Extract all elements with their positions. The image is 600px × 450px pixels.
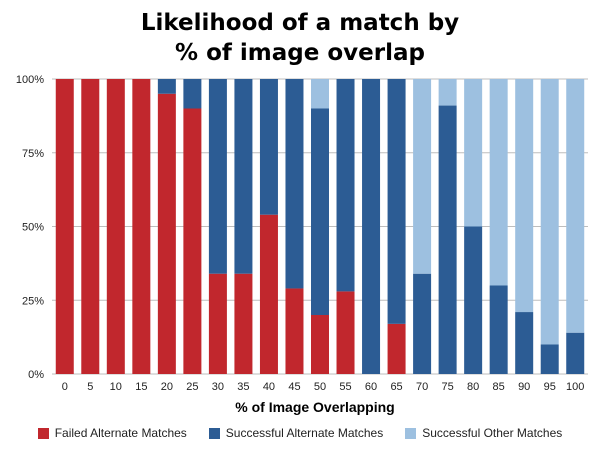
legend-item-successful-alternate: Successful Alternate Matches xyxy=(208,426,384,440)
y-axis-ticks: 0% 25% 50% 75% 100% xyxy=(16,74,44,381)
x-tick-label: 90 xyxy=(518,381,530,393)
x-tick-label: 60 xyxy=(365,381,377,393)
bar-segment-series-1-cat-60 xyxy=(362,79,381,374)
chart-title: Likelihood of a match by % of image over… xyxy=(0,8,600,68)
x-tick-label: 45 xyxy=(288,381,300,393)
bar-segment-series-0-cat-25 xyxy=(183,108,202,374)
bar-segment-series-1-cat-75 xyxy=(438,105,457,375)
bar-segment-series-0-cat-0 xyxy=(55,79,74,374)
legend-swatch-successful-alternate xyxy=(208,427,220,439)
legend-label-failed-alternate: Failed Alternate Matches xyxy=(54,426,187,440)
x-tick-label: 20 xyxy=(161,381,173,393)
legend: Failed Alternate Matches Successful Alte… xyxy=(0,426,600,440)
x-tick-label: 15 xyxy=(135,381,147,393)
bar-segment-series-1-cat-85 xyxy=(489,285,508,374)
bar-segment-series-2-cat-75 xyxy=(438,79,457,106)
x-tick-label: 85 xyxy=(493,381,505,393)
bar-segment-series-0-cat-10 xyxy=(106,79,125,374)
x-tick-label: 75 xyxy=(441,381,453,393)
chart-title-line-1: Likelihood of a match by xyxy=(140,10,460,36)
bar-segment-series-2-cat-95 xyxy=(540,79,559,345)
x-tick-label: 0 xyxy=(62,381,68,393)
x-tick-label: 70 xyxy=(416,381,428,393)
x-tick-label: 100 xyxy=(566,381,584,393)
bar-segment-series-0-cat-50 xyxy=(311,315,329,374)
x-axis-label: % of Image Overlapping xyxy=(235,399,394,415)
x-tick-label: 50 xyxy=(314,381,326,393)
x-tick-label: 55 xyxy=(339,381,351,393)
y-tick-label: 50% xyxy=(22,222,44,234)
x-tick-label: 95 xyxy=(544,381,556,393)
x-tick-label: 30 xyxy=(212,381,224,393)
legend-swatch-failed-alternate xyxy=(37,427,49,439)
bar-segment-series-1-cat-35 xyxy=(234,79,253,274)
bars-layer xyxy=(55,79,585,375)
bar-segment-series-2-cat-90 xyxy=(515,79,534,313)
bar-segment-series-1-cat-25 xyxy=(183,79,202,109)
y-tick-label: 75% xyxy=(22,148,44,160)
bar-segment-series-0-cat-35 xyxy=(234,273,253,374)
bar-segment-series-1-cat-45 xyxy=(285,79,304,289)
x-tick-label: 5 xyxy=(87,381,93,393)
bar-segment-series-0-cat-20 xyxy=(157,93,176,374)
bar-segment-series-1-cat-70 xyxy=(413,273,432,374)
bar-segment-series-0-cat-40 xyxy=(259,214,278,374)
x-tick-label: 10 xyxy=(110,381,122,393)
bar-segment-series-1-cat-40 xyxy=(259,79,278,215)
x-tick-label: 25 xyxy=(186,381,198,393)
x-tick-label: 65 xyxy=(390,381,402,393)
bar-segment-series-0-cat-55 xyxy=(336,291,355,374)
legend-label-successful-other: Successful Other Matches xyxy=(422,426,563,440)
x-tick-label: 80 xyxy=(467,381,479,393)
legend-label-successful-alternate: Successful Alternate Matches xyxy=(225,426,384,440)
y-tick-label: 100% xyxy=(16,74,44,86)
bar-segment-series-1-cat-30 xyxy=(208,79,227,274)
bar-segment-series-1-cat-100 xyxy=(566,332,585,374)
bar-segment-series-1-cat-55 xyxy=(336,79,355,292)
bar-segment-series-0-cat-45 xyxy=(285,288,304,374)
x-axis-ticks: 0 5 10 15 20 25 30 35 40 45 50 55 60 65 70 75 80 85 90 95 10… xyxy=(62,381,585,393)
bar-segment-series-2-cat-70 xyxy=(413,79,432,274)
bar-segment-series-0-cat-30 xyxy=(208,273,227,374)
x-tick-label: 40 xyxy=(263,381,275,393)
legend-item-successful-other: Successful Other Matches xyxy=(405,426,562,440)
bar-segment-series-1-cat-80 xyxy=(464,226,483,374)
x-tick-label: 35 xyxy=(237,381,249,393)
bar-segment-series-2-cat-85 xyxy=(489,79,508,286)
bar-segment-series-0-cat-65 xyxy=(387,323,406,374)
bar-segment-series-2-cat-100 xyxy=(566,79,585,333)
bar-segment-series-1-cat-95 xyxy=(540,344,559,374)
y-tick-label: 25% xyxy=(22,295,44,307)
bar-segment-series-1-cat-90 xyxy=(515,312,534,374)
bar-segment-series-2-cat-80 xyxy=(464,79,483,227)
bar-segment-series-1-cat-20 xyxy=(157,79,176,94)
bar-segment-series-1-cat-50 xyxy=(311,108,329,315)
y-tick-label: 0% xyxy=(28,369,44,381)
bar-segment-series-0-cat-5 xyxy=(81,79,100,374)
legend-item-failed-alternate: Failed Alternate Matches xyxy=(37,426,187,440)
legend-swatch-successful-other xyxy=(405,427,417,439)
bar-segment-series-0-cat-15 xyxy=(132,79,151,374)
chart-title-line-2: % of image overlap xyxy=(175,40,425,66)
bar-segment-series-1-cat-65 xyxy=(387,79,406,324)
bar-segment-series-2-cat-50 xyxy=(311,79,329,109)
